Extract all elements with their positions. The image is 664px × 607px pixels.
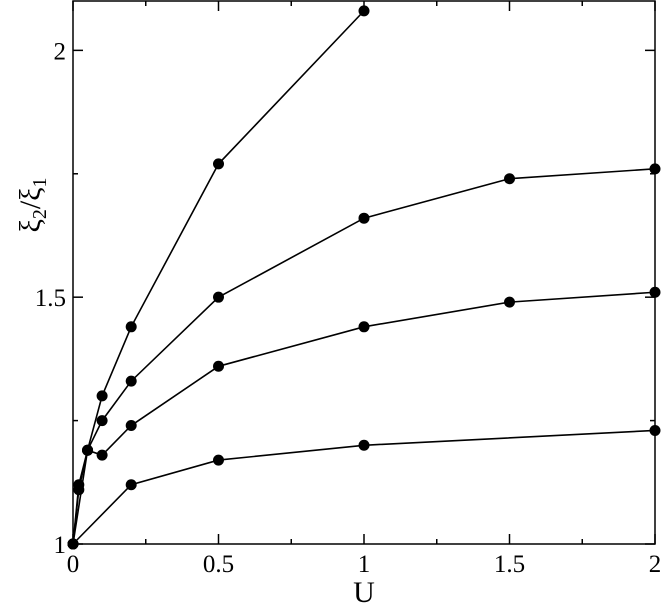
data-point (213, 158, 224, 170)
x-tick-label: 0 (67, 551, 80, 578)
data-point (96, 390, 108, 402)
data-point (213, 291, 224, 303)
data-point (82, 444, 94, 456)
x-tick-label: 2 (649, 551, 662, 578)
y-axis-title-symbol: ξ (14, 187, 47, 200)
series-line (72, 168, 656, 545)
axis-ticks: 0 0.5 1 1.5 2 1 1.5 2 (35, 1, 662, 578)
y-tick-label: 2 (54, 38, 67, 65)
data-series (67, 5, 661, 550)
data-point (96, 449, 108, 461)
data-point (358, 439, 370, 451)
data-point (649, 286, 661, 298)
data-point (67, 538, 79, 550)
x-tick-label: 1 (358, 551, 371, 578)
x-tick-label: 0.5 (203, 551, 234, 578)
data-point (358, 321, 370, 333)
x-axis-title: U (353, 576, 375, 607)
svg-text:ξ2/ξ1: ξ2/ξ1 (14, 177, 51, 232)
y-axis-title-subscript: 2 (29, 209, 51, 219)
data-point (649, 424, 661, 436)
y-axis-title-symbol: ξ (14, 219, 47, 232)
y-axis-title: ξ2/ξ1 (14, 177, 51, 232)
data-point (125, 479, 137, 491)
series-1 (67, 5, 370, 550)
series-3 (67, 286, 661, 550)
y-axis-title-subscript: 1 (29, 177, 51, 187)
data-point (504, 296, 515, 308)
y-tick-label: 1.5 (35, 285, 66, 312)
data-point (125, 420, 137, 432)
data-point (213, 360, 224, 372)
data-point (96, 415, 108, 427)
y-axis-title-slash: / (14, 200, 47, 209)
data-point (125, 321, 137, 333)
data-point (213, 454, 224, 466)
data-point (649, 163, 661, 175)
y-tick-label: 1 (54, 532, 67, 559)
series-2 (67, 163, 661, 550)
data-point (358, 5, 370, 17)
series-4 (67, 424, 661, 550)
data-point (504, 173, 515, 185)
data-point (125, 375, 137, 387)
data-point (358, 212, 370, 224)
x-tick-label: 1.5 (494, 551, 525, 578)
